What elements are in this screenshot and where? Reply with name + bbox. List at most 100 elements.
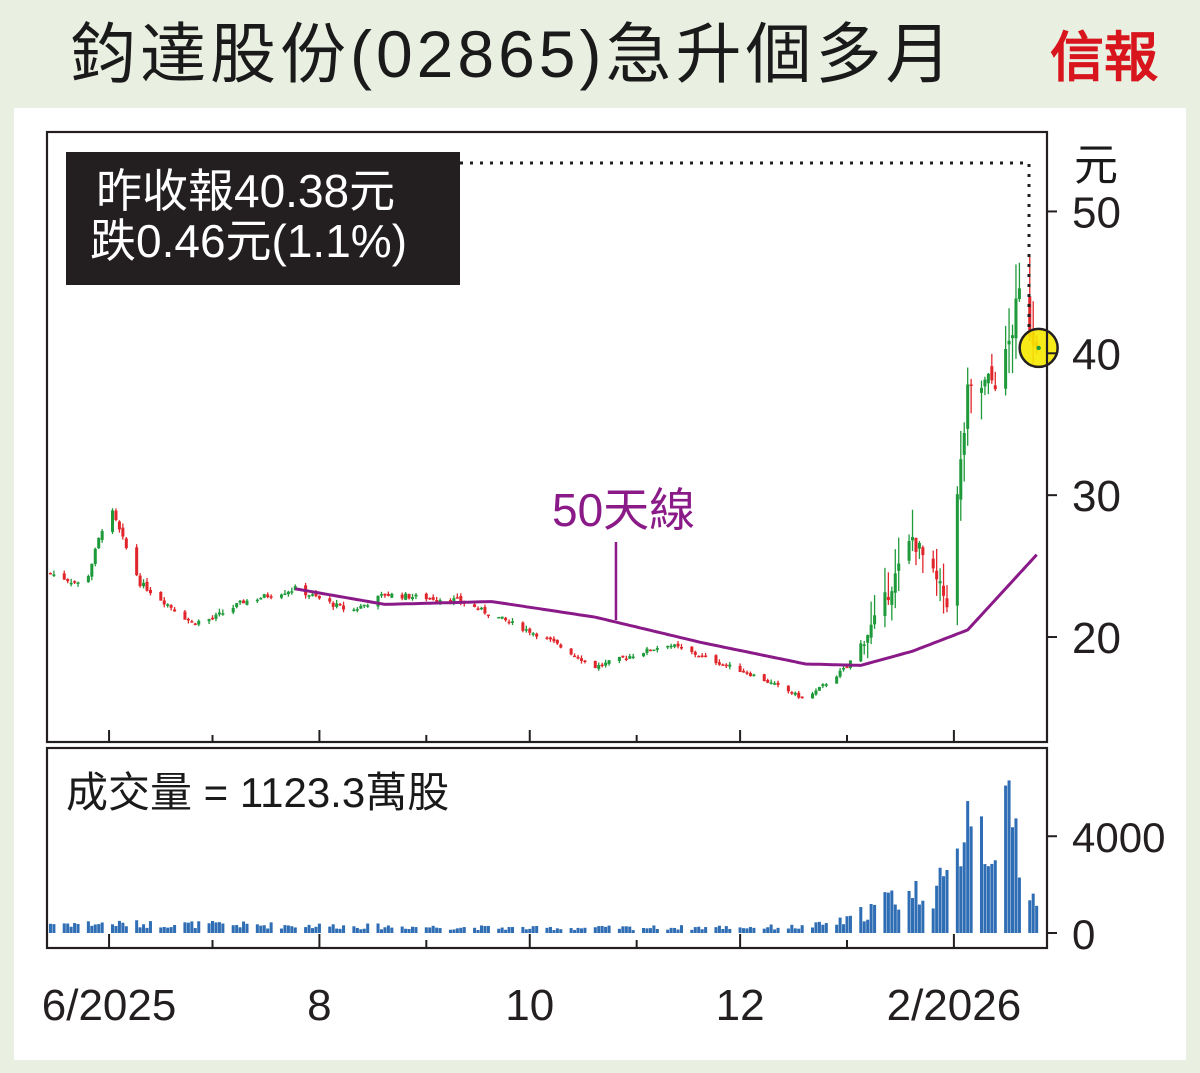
candle-body [307, 595, 311, 597]
volume-bar [400, 926, 404, 933]
annotation-close-text: 昨收報40.38元 [96, 165, 396, 217]
price-tick-label-50: 50 [1072, 188, 1121, 237]
candle-body [573, 655, 577, 658]
candle-body [531, 633, 535, 635]
candle-body [435, 600, 439, 602]
candle-body [507, 621, 511, 624]
candle-body [173, 609, 177, 612]
x-tick-label-3: 12 [716, 981, 765, 1030]
volume-bar [521, 926, 525, 933]
volume-bar [283, 925, 287, 933]
candle-body [648, 649, 652, 652]
candle-body [1017, 288, 1021, 299]
volume-bar [342, 925, 346, 933]
candle-body [221, 613, 225, 615]
candle-body [545, 637, 549, 640]
volume-bar [117, 920, 121, 933]
volume-bar [931, 908, 935, 933]
candle-body [117, 521, 121, 530]
volume-bar [621, 926, 625, 933]
candle-body [411, 597, 415, 600]
candle-body [400, 594, 404, 599]
candle-body [942, 585, 946, 596]
candle-body [628, 656, 632, 659]
volume-bar [773, 929, 777, 933]
volume-bar [359, 929, 363, 933]
candle-body [452, 598, 456, 603]
volume-bar [459, 927, 463, 933]
volume-bar [48, 923, 52, 933]
volume-bar [238, 927, 242, 933]
volume-bar [793, 928, 797, 933]
volume-bar [528, 928, 532, 933]
volume-bar [386, 925, 390, 933]
volume-bar [159, 927, 163, 933]
candle-body [693, 651, 697, 655]
candle-body [362, 604, 366, 607]
candle-body [459, 596, 463, 603]
volume-bar [190, 921, 194, 933]
volume-bar [93, 924, 97, 933]
volume-bar [1011, 827, 1015, 933]
volume-bar [693, 927, 697, 933]
volume-bar [1007, 780, 1011, 933]
candle-body [966, 384, 970, 429]
volume-bar [214, 922, 218, 933]
volume-bar [383, 927, 387, 933]
candle-body [148, 589, 152, 594]
volume-bar [335, 928, 339, 933]
volume-bar [404, 928, 408, 933]
candle-body [552, 638, 556, 642]
candle-body [652, 649, 656, 652]
volume-bar [555, 928, 559, 933]
candle-body [211, 617, 215, 620]
candle-body [817, 686, 821, 691]
candle-body [745, 672, 749, 674]
ma50-label: 50天線 [552, 484, 696, 536]
volume-bar [824, 923, 828, 933]
price-unit-label: 元 [1074, 141, 1118, 190]
volume-bar [848, 915, 852, 933]
volume-bar [66, 923, 70, 933]
candle-body [838, 670, 842, 677]
annotation-leader-line [460, 161, 1031, 328]
volume-bar [231, 925, 235, 933]
candle-body [1004, 348, 1008, 389]
volume-bar [145, 927, 149, 933]
volume-bar [642, 927, 646, 933]
candle-body [990, 366, 994, 381]
price-tick-label-40: 40 [1072, 330, 1121, 379]
volume-bar [738, 927, 742, 933]
volume-bar [473, 927, 477, 933]
candle-body [935, 570, 939, 580]
candle-body [504, 617, 508, 621]
brand-logo: 信報 [1050, 25, 1158, 89]
candle-body [500, 616, 504, 619]
candle-body [776, 682, 780, 685]
volume-bar [317, 923, 321, 933]
volume-bar [935, 885, 939, 933]
candle-body [186, 618, 190, 621]
volume-bar [76, 923, 80, 933]
candle-body [962, 433, 966, 455]
volume-bar [424, 927, 428, 933]
candle-body [907, 540, 911, 561]
candle-body [548, 637, 552, 640]
candle-body [183, 611, 187, 620]
candle-body [366, 605, 370, 607]
candle-body [159, 591, 163, 601]
candle-body [207, 619, 211, 622]
volume-bar [497, 928, 501, 933]
candle-body [993, 385, 997, 390]
candle-body [483, 607, 487, 614]
candle-body [983, 379, 987, 387]
ma50-line [295, 553, 1038, 667]
volume-bar [135, 920, 139, 933]
volume-bar [938, 867, 942, 933]
volume-bar [714, 927, 718, 933]
volume-bar [138, 927, 142, 933]
candle-body [655, 648, 659, 650]
candle-body [338, 603, 342, 606]
candle-body [945, 598, 949, 608]
candle-body [752, 674, 756, 677]
